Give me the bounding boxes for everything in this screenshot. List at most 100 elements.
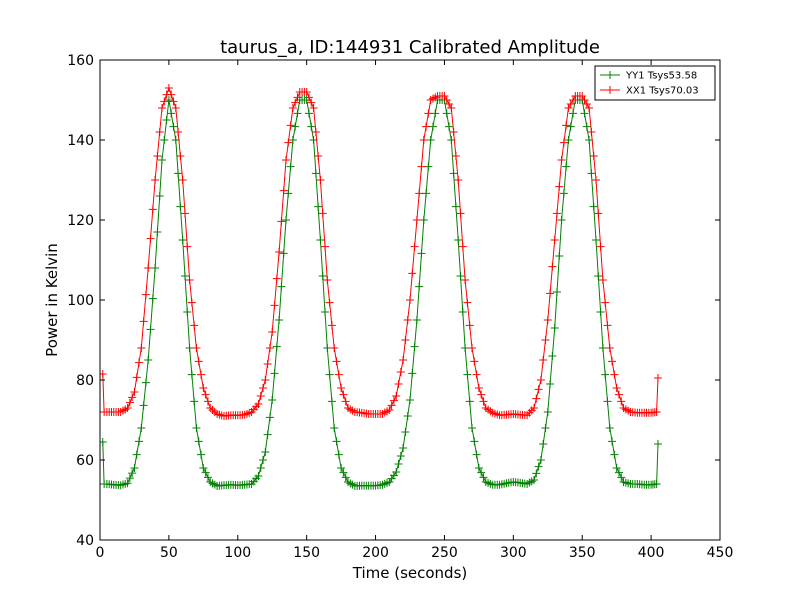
data-point bbox=[341, 473, 350, 482]
data-point bbox=[268, 396, 277, 404]
data-point bbox=[532, 469, 541, 478]
data-point bbox=[174, 169, 183, 178]
x-tick-label: 400 bbox=[638, 545, 665, 561]
legend-marker bbox=[606, 71, 614, 79]
data-point bbox=[410, 342, 419, 351]
data-point bbox=[307, 98, 316, 107]
data-point bbox=[536, 376, 545, 384]
data-point bbox=[259, 384, 268, 392]
data-point bbox=[185, 276, 194, 284]
data-point bbox=[654, 440, 662, 448]
data-point bbox=[652, 408, 661, 416]
data-point bbox=[612, 384, 621, 392]
data-point bbox=[167, 90, 176, 99]
data-point bbox=[617, 397, 626, 406]
x-tick-label: 200 bbox=[362, 545, 389, 561]
data-point bbox=[137, 344, 146, 352]
data-point bbox=[176, 202, 185, 211]
data-point bbox=[146, 234, 155, 243]
data-point bbox=[477, 390, 486, 399]
data-point bbox=[263, 430, 272, 439]
data-point bbox=[451, 202, 460, 211]
data-point bbox=[330, 344, 339, 352]
data-point bbox=[617, 473, 626, 482]
data-point bbox=[130, 388, 139, 396]
data-point bbox=[585, 104, 594, 112]
x-axis-label: Time (seconds) bbox=[352, 564, 468, 582]
data-point bbox=[608, 357, 617, 366]
data-point bbox=[428, 122, 437, 131]
data-point bbox=[614, 390, 623, 399]
series-2 bbox=[100, 84, 662, 420]
data-point bbox=[288, 104, 297, 112]
data-point bbox=[277, 217, 286, 226]
data-point bbox=[479, 473, 488, 482]
data-point bbox=[652, 480, 661, 488]
data-point bbox=[592, 176, 600, 184]
data-point bbox=[596, 308, 605, 316]
data-point bbox=[334, 450, 343, 459]
data-point bbox=[451, 152, 460, 160]
data-point bbox=[284, 189, 293, 198]
data-point bbox=[419, 136, 428, 144]
data-layer bbox=[100, 84, 662, 490]
data-point bbox=[123, 404, 132, 412]
data-point bbox=[557, 216, 566, 224]
data-point bbox=[603, 397, 612, 406]
data-point bbox=[463, 370, 472, 379]
chart-title: taurus_a, ID:144931 Calibrated Amplitude bbox=[220, 37, 600, 58]
data-point bbox=[598, 276, 607, 284]
x-tick-label: 150 bbox=[293, 545, 320, 561]
legend-label: XX1 Tsys70.03 bbox=[626, 86, 699, 97]
data-point bbox=[323, 344, 332, 352]
data-point bbox=[408, 369, 417, 378]
data-point bbox=[151, 176, 160, 184]
data-point bbox=[325, 298, 334, 307]
data-point bbox=[158, 156, 166, 164]
data-point bbox=[408, 269, 417, 278]
data-point bbox=[263, 360, 272, 368]
data-point bbox=[178, 236, 187, 244]
data-point bbox=[160, 136, 169, 144]
data-point bbox=[394, 380, 403, 388]
data-point bbox=[144, 356, 153, 364]
data-point bbox=[550, 236, 559, 244]
data-point bbox=[543, 408, 552, 416]
data-point bbox=[286, 121, 295, 130]
data-point bbox=[612, 464, 621, 472]
data-point bbox=[412, 316, 421, 324]
data-point bbox=[190, 397, 199, 406]
y-tick-label: 160 bbox=[67, 53, 94, 69]
data-point bbox=[403, 412, 412, 420]
data-point bbox=[592, 236, 600, 244]
data-point bbox=[270, 301, 279, 310]
data-point bbox=[314, 202, 323, 211]
data-point bbox=[190, 321, 199, 330]
data-point bbox=[608, 437, 617, 446]
data-point bbox=[321, 242, 330, 251]
data-point bbox=[422, 122, 431, 131]
data-point bbox=[601, 298, 610, 307]
data-point bbox=[132, 373, 141, 382]
data-point bbox=[532, 394, 541, 403]
y-tick-label: 40 bbox=[76, 533, 94, 549]
data-point bbox=[293, 93, 302, 102]
data-point bbox=[424, 162, 433, 171]
data-point bbox=[654, 374, 662, 382]
data-point bbox=[396, 368, 405, 376]
data-point bbox=[582, 122, 591, 131]
data-point bbox=[180, 209, 189, 218]
data-point bbox=[167, 109, 176, 118]
data-point bbox=[555, 252, 564, 260]
data-point bbox=[559, 189, 568, 198]
data-point bbox=[530, 476, 538, 484]
data-point bbox=[311, 169, 320, 178]
data-point bbox=[288, 136, 297, 144]
data-point bbox=[318, 272, 327, 280]
data-point bbox=[389, 396, 398, 405]
data-point bbox=[327, 321, 336, 330]
data-point bbox=[314, 152, 323, 160]
plot-frame bbox=[99, 59, 721, 541]
x-tick-label: 100 bbox=[224, 545, 251, 561]
data-point bbox=[594, 272, 603, 280]
